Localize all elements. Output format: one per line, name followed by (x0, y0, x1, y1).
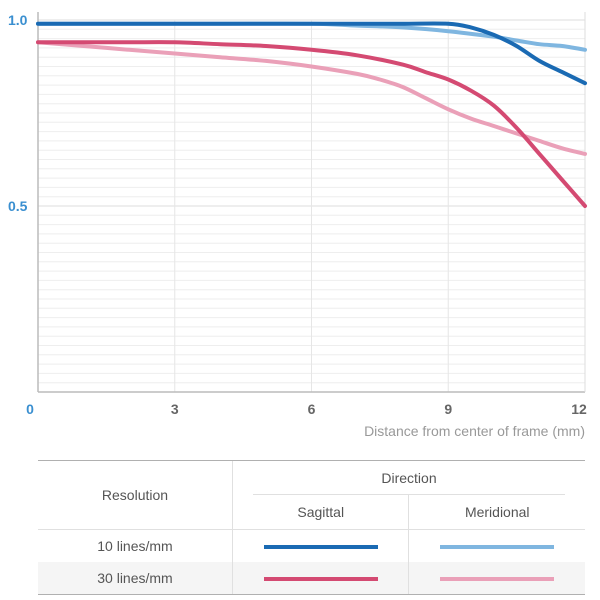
mtf-chart: 0 3 6 9 12 0.5 1.0 Distance from center of fra… (8, 12, 587, 439)
vertical-gridlines (174, 20, 449, 392)
series-lines (36, 21, 587, 208)
legend-row-30: 30 lines/mm (38, 562, 585, 595)
x-tick-label: 3 (171, 401, 179, 417)
legend-cell-meridional (408, 529, 585, 562)
y-tick-label: 1.0 (8, 12, 28, 28)
legend-row-10: 10 lines/mm (38, 529, 585, 562)
x-tick-label: 12 (571, 401, 587, 417)
x-axis-label: Distance from center of frame (mm) (364, 423, 585, 439)
series-line-30-meridional (36, 40, 587, 156)
legend-table: Resolution Direction Sagittal Meridional… (38, 460, 585, 595)
legend-cell-meridional (408, 562, 585, 595)
series-line-30-sagittal (36, 40, 587, 208)
x-tick-label: 9 (444, 401, 452, 417)
legend-row-label: 10 lines/mm (38, 529, 233, 562)
resolution-header: Resolution (38, 460, 233, 530)
x-tick-label: 0 (26, 401, 34, 417)
legend-swatch-10-meridional (440, 545, 555, 550)
legend-swatch-10-sagittal (263, 545, 378, 550)
legend-cell-sagittal (231, 562, 409, 595)
x-tick-label: 6 (308, 401, 316, 417)
legend-row-label: 30 lines/mm (38, 562, 233, 595)
direction-header: Direction (231, 460, 585, 495)
legend-cell-sagittal (231, 529, 409, 562)
series-line-10-sagittal (36, 21, 587, 86)
sagittal-header: Sagittal (231, 495, 409, 530)
tick-labels: 0 3 6 9 12 0.5 1.0 (8, 12, 587, 417)
meridional-header: Meridional (408, 495, 585, 530)
y-tick-label: 0.5 (8, 198, 28, 214)
direction-header-label: Direction (252, 461, 565, 495)
chart-axes (37, 12, 586, 393)
legend-swatch-30-meridional (440, 577, 555, 582)
legend-swatch-30-sagittal (263, 577, 378, 582)
